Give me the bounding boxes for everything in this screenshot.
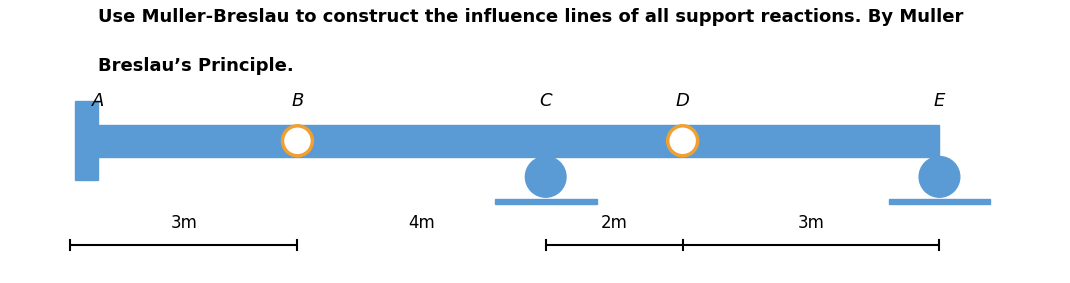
Ellipse shape [919,156,960,197]
Bar [888,199,991,204]
Text: 4m: 4m [409,214,434,232]
Text: Use Muller-Breslau to construct the influence lines of all support reactions. By: Use Muller-Breslau to construct the infl… [98,8,964,27]
Bar [494,199,597,204]
Ellipse shape [282,126,312,156]
Bar [75,101,98,181]
Bar [98,125,939,157]
Ellipse shape [668,126,698,156]
Text: C: C [539,92,552,110]
Text: A: A [92,92,105,110]
Text: E: E [934,92,945,110]
Text: 2m: 2m [600,214,628,232]
Text: 3m: 3m [797,214,825,232]
Text: Breslau’s Principle.: Breslau’s Principle. [98,57,294,75]
Text: B: B [291,92,304,110]
Ellipse shape [525,156,566,197]
Text: D: D [676,92,689,110]
Text: 3m: 3m [170,214,198,232]
